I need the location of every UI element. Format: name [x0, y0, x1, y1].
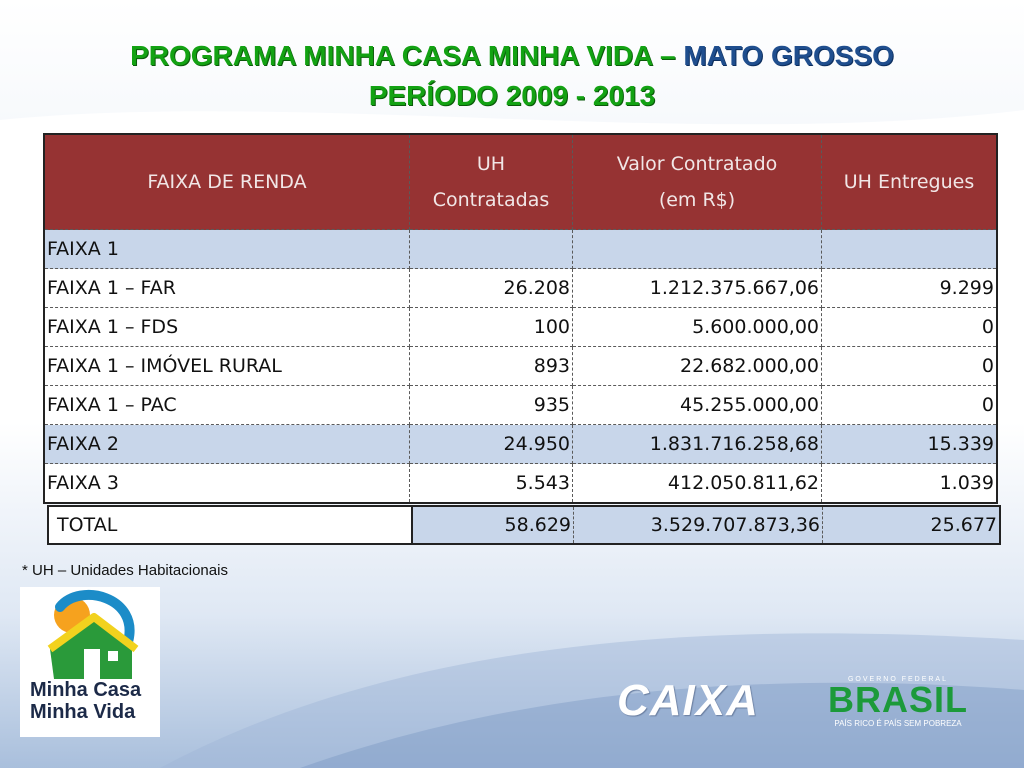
- total-uh-contratadas: 58.629: [411, 505, 574, 545]
- uh-entregues-cell: 0: [821, 307, 998, 347]
- valor-contratado-cell: 1.831.716.258,68: [572, 424, 822, 464]
- minha-casa-minha-vida-logo: Minha Casa Minha Vida: [20, 587, 160, 737]
- total-label: TOTAL: [47, 505, 413, 545]
- uh-entregues-cell: 0: [821, 385, 998, 425]
- governo-federal-brasil-logo: GOVERNO FEDERAL BRASIL PAÍS RICO É PAÍS …: [828, 676, 968, 728]
- table-row: FAIXA 2 24.950 1.831.716.258,68 15.339: [43, 424, 998, 464]
- header-valor-contratado: Valor Contratado (em R$): [572, 133, 822, 230]
- total-uh-entregues: 25.677: [822, 505, 1001, 545]
- row-label: FAIXA 2: [43, 424, 410, 464]
- brasil-tagline-text: PAÍS RICO É PAÍS SEM POBREZA: [834, 719, 962, 728]
- row-label: FAIXA 3: [43, 463, 410, 504]
- page-title: PROGRAMA MINHA CASA MINHA VIDA – MATO GR…: [0, 36, 1024, 116]
- valor-contratado-cell: 22.682.000,00: [572, 346, 822, 386]
- table-row: FAIXA 1 – IMÓVEL RURAL 893 22.682.000,00…: [43, 346, 998, 386]
- governo-federal-text: GOVERNO FEDERAL: [848, 676, 948, 683]
- total-valor-contratado: 3.529.707.873,36: [573, 505, 823, 545]
- table-row: FAIXA 3 5.543 412.050.811,62 1.039: [43, 463, 998, 504]
- minha-casa-minha-vida-text: Minha Casa Minha Vida: [30, 679, 142, 723]
- total-row: TOTAL 58.629 3.529.707.873,36 25.677: [47, 505, 1001, 545]
- table-row: FAIXA 1 – FAR 26.208 1.212.375.667,06 9.…: [43, 268, 998, 308]
- row-label: FAIXA 1 – PAC: [43, 385, 410, 425]
- table-row: FAIXA 1: [43, 229, 998, 269]
- uh-entregues-cell: 1.039: [821, 463, 998, 504]
- uh-contratadas-cell: 893: [409, 346, 573, 386]
- row-label: FAIXA 1: [43, 229, 410, 269]
- uh-entregues-cell: [821, 229, 998, 269]
- valor-contratado-cell: [572, 229, 822, 269]
- header-uh-contratadas: UH Contratadas: [409, 133, 573, 230]
- uh-contratadas-cell: [409, 229, 573, 269]
- valor-contratado-cell: 1.212.375.667,06: [572, 268, 822, 308]
- valor-contratado-cell: 45.255.000,00: [572, 385, 822, 425]
- uh-entregues-cell: 15.339: [821, 424, 998, 464]
- caixa-logo: CAIXA: [617, 676, 759, 725]
- uh-contratadas-cell: 24.950: [409, 424, 573, 464]
- valor-contratado-cell: 5.600.000,00: [572, 307, 822, 347]
- brasil-text: BRASIL: [828, 679, 968, 720]
- uh-contratadas-cell: 935: [409, 385, 573, 425]
- uh-contratadas-cell: 5.543: [409, 463, 573, 504]
- row-label: FAIXA 1 – FDS: [43, 307, 410, 347]
- footnote: * UH – Unidades Habitacionais: [22, 562, 228, 579]
- uh-entregues-cell: 0: [821, 346, 998, 386]
- valor-contratado-cell: 412.050.811,62: [572, 463, 822, 504]
- uh-contratadas-cell: 26.208: [409, 268, 573, 308]
- title-line2: PERÍODO 2009 - 2013: [368, 80, 656, 111]
- data-table: FAIXA DE RENDA UH Contratadas Valor Cont…: [43, 133, 998, 504]
- title-line1-green: PROGRAMA MINHA CASA MINHA VIDA –: [130, 40, 684, 71]
- table-row: FAIXA 1 – PAC 935 45.255.000,00 0: [43, 385, 998, 425]
- uh-entregues-cell: 9.299: [821, 268, 998, 308]
- header-uh-entregues: UH Entregues: [821, 133, 998, 230]
- header-faixa-de-renda: FAIXA DE RENDA: [43, 133, 410, 230]
- table-row: FAIXA 1 – FDS 100 5.600.000,00 0: [43, 307, 998, 347]
- row-label: FAIXA 1 – FAR: [43, 268, 410, 308]
- row-label: FAIXA 1 – IMÓVEL RURAL: [43, 346, 410, 386]
- table-header-row: FAIXA DE RENDA UH Contratadas Valor Cont…: [43, 133, 998, 230]
- total-table: TOTAL 58.629 3.529.707.873,36 25.677: [47, 505, 1001, 545]
- title-line1-blue: MATO GROSSO: [683, 40, 894, 71]
- uh-contratadas-cell: 100: [409, 307, 573, 347]
- house-logo-icon: [47, 589, 139, 679]
